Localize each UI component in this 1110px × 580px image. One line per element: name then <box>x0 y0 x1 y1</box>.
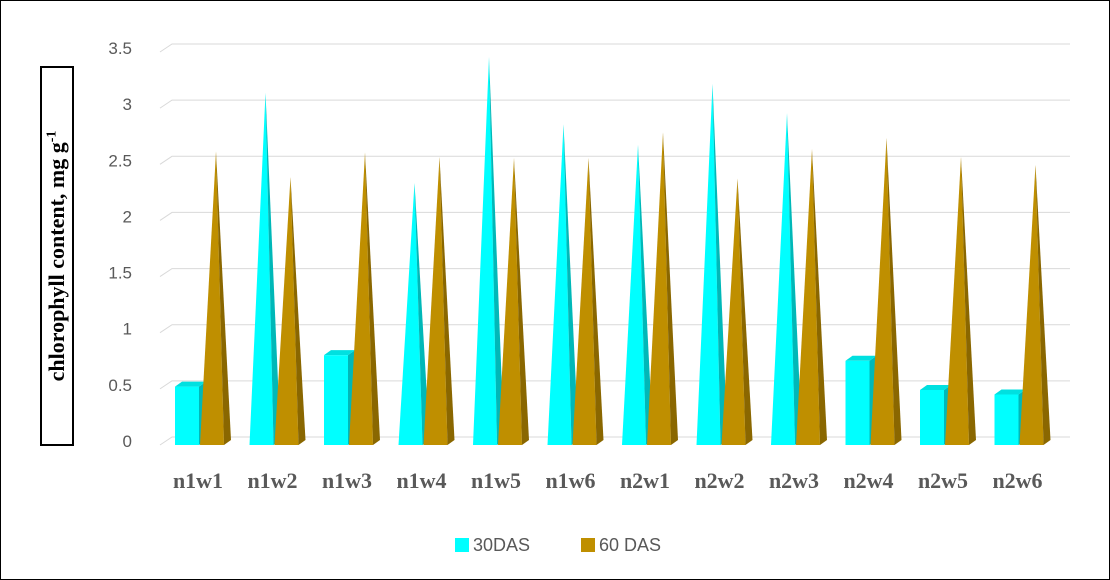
x-category-label: n1w6 <box>545 468 595 493</box>
bar-n2w3-series-1 <box>771 113 802 445</box>
bar-n1w2-series-1 <box>249 92 281 446</box>
bar-n2w5-series-2 <box>945 156 976 445</box>
y-tick-label: 3.5 <box>108 39 132 58</box>
bar-n1w1-series-2 <box>200 151 231 445</box>
gridline <box>159 99 1070 109</box>
gridline <box>159 268 1070 277</box>
y-tick-label: 0 <box>123 432 132 451</box>
x-category-label: n1w4 <box>396 468 446 493</box>
x-category-label: n1w3 <box>322 468 372 493</box>
x-category-label: n1w1 <box>173 468 223 493</box>
x-category-label: n2w4 <box>843 468 893 493</box>
gridline <box>159 436 1070 446</box>
legend: 30DAS 60 DAS <box>455 535 661 555</box>
bar-n1w4-series-1 <box>398 182 430 445</box>
y-tick-label: 1.5 <box>108 264 132 283</box>
bar-n1w3-series-2 <box>349 152 380 445</box>
bar-n1w6-series-1 <box>547 124 579 446</box>
bars <box>175 56 1051 446</box>
gridlines <box>159 43 1070 446</box>
x-category-label: n2w6 <box>992 468 1042 493</box>
gridline <box>159 324 1070 334</box>
gridline <box>159 155 1070 165</box>
y-axis-label: chlorophyll content, mg g-1 <box>44 131 70 382</box>
gridline <box>159 380 1070 390</box>
bar-n1w4-series-2 <box>423 156 455 445</box>
bar-n1w6-series-2 <box>572 158 604 446</box>
x-category-label: n2w5 <box>918 468 968 493</box>
bar-n2w2-series-1 <box>696 83 728 445</box>
y-axis-label-superscript: -1 <box>44 130 60 143</box>
bar-n2w3-series-2 <box>796 149 827 446</box>
x-category-label: n1w5 <box>471 468 521 493</box>
x-category-label: n2w1 <box>620 468 670 493</box>
gridline <box>159 211 1070 221</box>
y-tick-label: 2 <box>123 207 132 226</box>
gridline <box>159 43 1070 53</box>
legend-swatch <box>455 538 469 552</box>
legend-label: 60 DAS <box>599 535 661 555</box>
y-tick-label: 1 <box>123 320 132 339</box>
legend-label: 30DAS <box>473 535 530 555</box>
bar-n2w1-series-2 <box>647 132 678 445</box>
y-tick-label: 2.5 <box>108 151 132 170</box>
x-category-label: n2w2 <box>694 468 744 493</box>
y-tick-label: 0.5 <box>108 376 132 395</box>
bar-n2w6-series-2 <box>1019 164 1051 445</box>
bar-n1w5-series-2 <box>498 158 529 446</box>
x-category-label: n2w3 <box>769 468 819 493</box>
y-tick-label: 3 <box>123 95 132 114</box>
bar-n1w5-series-1 <box>473 56 504 446</box>
bar-n2w4-series-2 <box>870 137 902 446</box>
bar-n2w2-series-2 <box>721 178 753 445</box>
x-axis-categories: n1w1 n1w2 n1w3 n1w4 n1w5 n1w6 n2w1 n2w2 n2w3 n2w4… <box>173 468 1043 493</box>
bar-n1w2-series-2 <box>274 177 306 445</box>
y-axis-label-main: chlorophyll content, mg g <box>44 142 69 382</box>
y-axis-ticks: 0 0.5 1 1.5 2 2.5 3 3.5 <box>108 39 132 451</box>
y-axis-label-box <box>40 66 74 446</box>
x-category-label: n1w2 <box>247 468 297 493</box>
legend-swatch <box>581 538 595 552</box>
bar-n2w1-series-1 <box>622 144 653 445</box>
